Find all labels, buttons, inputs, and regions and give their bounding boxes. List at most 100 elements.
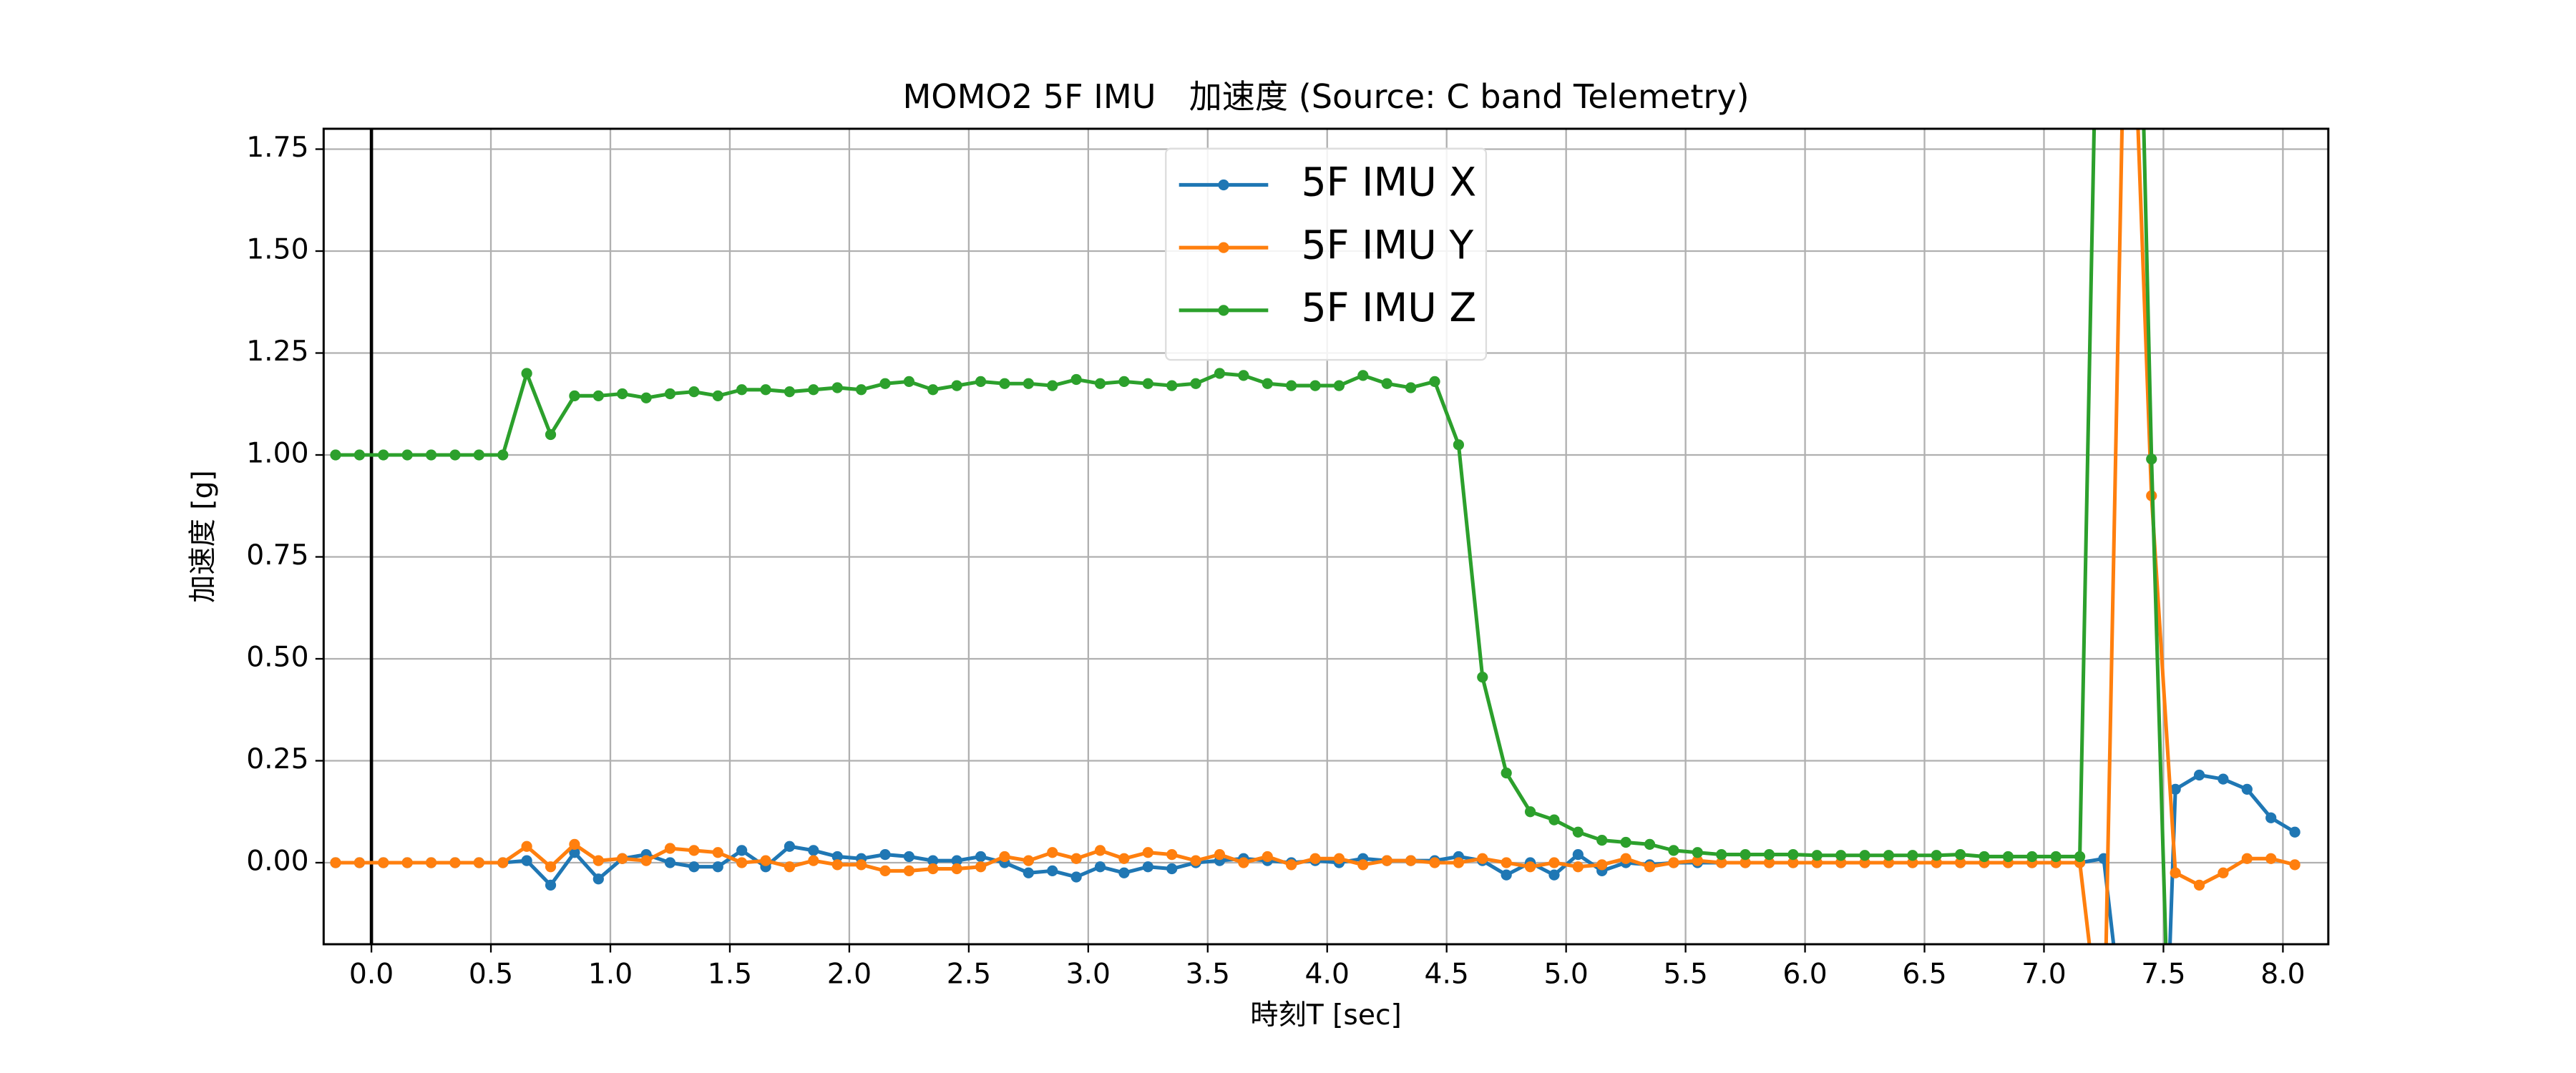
data-point <box>1596 835 1608 846</box>
data-point <box>1047 380 1058 391</box>
data-point <box>1501 869 1512 881</box>
y-tick-label: 1.00 <box>246 438 308 470</box>
data-point <box>1118 853 1130 864</box>
data-point <box>975 851 987 863</box>
data-point <box>2170 867 2181 878</box>
data-point <box>2289 826 2301 838</box>
data-point <box>664 843 676 854</box>
data-point <box>1142 378 1153 389</box>
data-point <box>1620 836 1631 848</box>
data-point <box>401 857 413 868</box>
data-point <box>425 857 437 868</box>
data-point <box>927 855 939 866</box>
data-point <box>951 863 962 875</box>
data-point <box>1763 848 1775 861</box>
data-point <box>1668 857 1679 868</box>
data-point <box>975 376 987 388</box>
data-point <box>2074 851 2086 863</box>
x-tick-label: 3.0 <box>1066 958 1111 990</box>
data-point <box>592 390 604 401</box>
data-point <box>1548 814 1560 825</box>
x-axis-label: 時刻T [sec] <box>1250 999 1402 1032</box>
data-point <box>784 861 796 873</box>
data-point <box>1262 851 1273 863</box>
data-point <box>1907 850 1918 861</box>
data-point <box>903 865 915 877</box>
data-point <box>1787 857 1799 868</box>
legend-label: 5F IMU Y <box>1301 222 1473 268</box>
data-point <box>1286 380 1297 391</box>
data-point <box>1142 861 1153 873</box>
data-point <box>1094 845 1106 856</box>
data-point <box>784 841 796 852</box>
data-point <box>1644 838 1656 850</box>
data-point <box>2193 769 2205 781</box>
data-point <box>2193 879 2205 891</box>
data-point <box>353 857 366 868</box>
data-point <box>497 449 509 461</box>
x-tick-label: 1.5 <box>708 958 752 990</box>
legend-box <box>1165 147 1488 361</box>
data-point <box>617 853 628 864</box>
data-point <box>831 382 843 393</box>
data-point <box>1094 378 1106 389</box>
data-point <box>521 368 532 379</box>
data-point <box>712 861 723 873</box>
data-point <box>1238 857 1249 868</box>
data-point <box>1501 857 1512 868</box>
data-point <box>760 384 771 396</box>
data-point <box>688 861 700 873</box>
ticks: 0.0 0.5 1.0 1.5 2.0 2.5 3.0 3.5 4.0 4.5 5.0 5.5 6.0 6… <box>246 132 2305 990</box>
data-point <box>1262 378 1273 389</box>
legend-marker <box>1218 242 1229 253</box>
data-point <box>640 855 652 866</box>
data-point <box>1357 370 1369 381</box>
data-point <box>712 847 723 858</box>
x-tick-label: 6.5 <box>1902 958 1946 990</box>
data-point <box>2146 454 2157 465</box>
x-tick-label: 5.5 <box>1663 958 1707 990</box>
x-tick-label: 3.5 <box>1186 958 1230 990</box>
data-point <box>1405 382 1417 393</box>
data-point <box>1548 869 1560 881</box>
data-point <box>1955 848 1966 861</box>
data-point <box>473 857 484 868</box>
x-tick-label: 7.0 <box>2021 958 2066 990</box>
data-point <box>1094 861 1106 873</box>
data-point <box>1047 865 1058 877</box>
data-point <box>1931 850 1942 861</box>
data-point <box>736 384 748 396</box>
data-point <box>1524 806 1536 818</box>
data-point <box>378 857 389 868</box>
data-point <box>1166 380 1178 391</box>
data-point <box>1190 855 1201 866</box>
data-point <box>1381 378 1392 389</box>
x-tick-label: 1.0 <box>588 958 633 990</box>
y-tick-label: 0.75 <box>246 539 308 572</box>
data-point <box>425 449 437 461</box>
data-point <box>2241 783 2253 795</box>
x-tick-label: 7.5 <box>2141 958 2185 990</box>
legend-label: 5F IMU Z <box>1301 285 1476 331</box>
data-point <box>1859 850 1870 861</box>
y-tick-label: 1.25 <box>246 335 308 368</box>
data-point <box>1572 826 1584 838</box>
x-tick-label: 5.0 <box>1543 958 1588 990</box>
data-point <box>664 857 676 868</box>
data-point <box>1572 861 1584 873</box>
data-point <box>2002 851 2014 863</box>
data-point <box>497 857 509 868</box>
data-point <box>1740 857 1751 868</box>
data-point <box>1429 376 1440 388</box>
data-point <box>353 449 366 461</box>
data-point <box>975 861 987 873</box>
data-point <box>1787 848 1799 861</box>
data-point <box>330 857 341 868</box>
data-point <box>617 388 628 400</box>
data-point <box>1333 380 1345 391</box>
data-point <box>521 841 532 852</box>
data-point <box>1477 853 1488 864</box>
data-point <box>1955 857 1966 868</box>
data-point <box>1716 857 1727 868</box>
